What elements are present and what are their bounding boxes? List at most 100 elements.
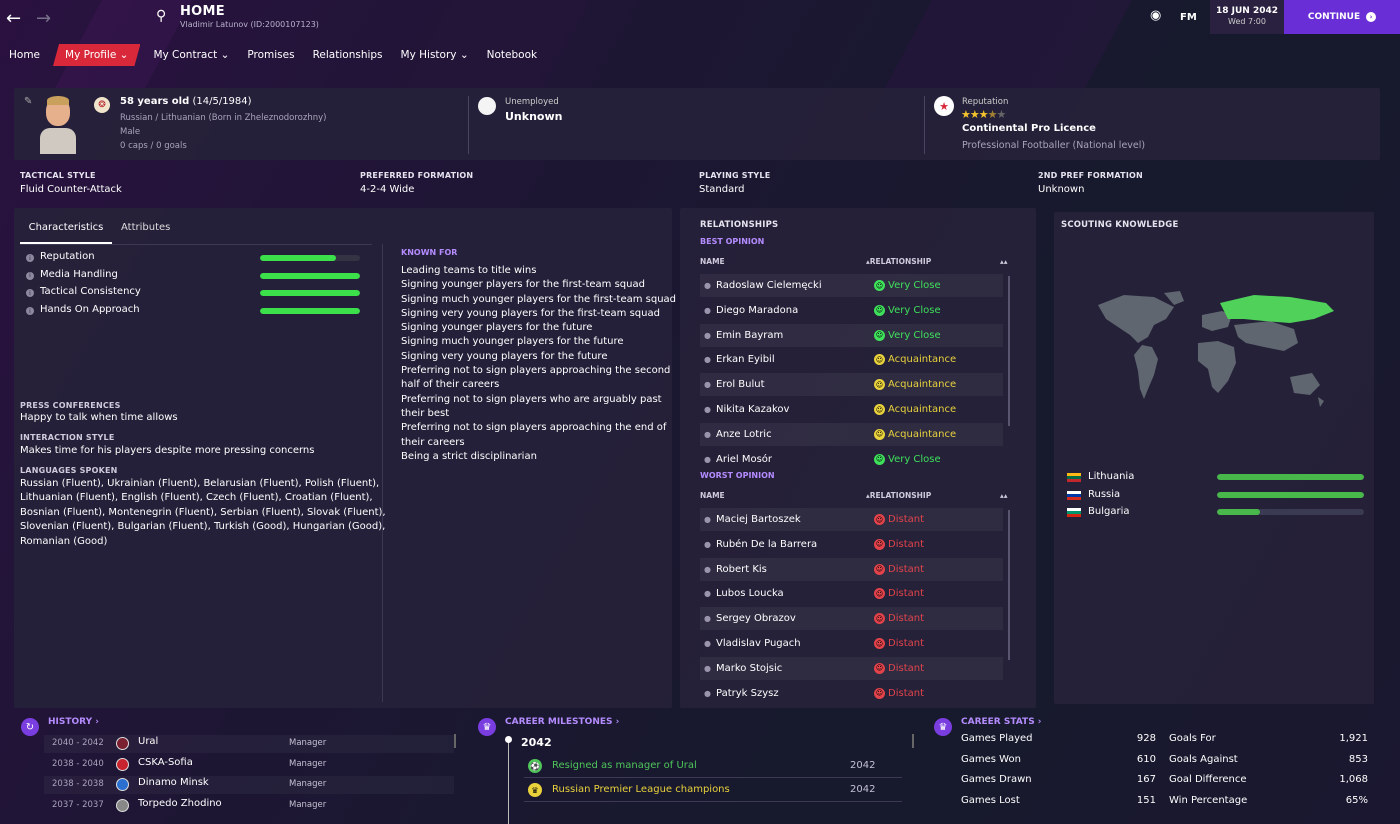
- relationship-face-icon: ☺: [874, 538, 885, 550]
- club-name: Dinamo Minsk: [138, 777, 209, 789]
- history-row[interactable]: 2038 - 2040 CSKA-Sofia Manager: [44, 756, 454, 774]
- person-icon: ●: [704, 589, 711, 599]
- sort-icon[interactable]: ▴▴: [1000, 491, 1008, 500]
- tab-promises[interactable]: Promises: [247, 49, 295, 61]
- info-icon[interactable]: i: [26, 307, 34, 316]
- tab-characteristics[interactable]: Characteristics: [20, 220, 112, 244]
- relationship-row[interactable]: ● Lubos Loucka ☺ Distant: [700, 582, 1003, 605]
- globe-icon[interactable]: ◉: [1150, 8, 1162, 23]
- relationship-row[interactable]: ● Erkan Eyibil ☺ Acquaintance: [700, 348, 1003, 371]
- info-icon[interactable]: i: [26, 289, 34, 298]
- tab-relationships[interactable]: Relationships: [312, 49, 383, 61]
- relationship-row[interactable]: ● Vladislav Pugach ☺ Distant: [700, 632, 1003, 655]
- stats-title[interactable]: CAREER STATS ›: [961, 717, 1042, 727]
- relationship-face-icon: ☺: [874, 638, 885, 649]
- relationship-row[interactable]: ● Ariel Mosór ☺ Very Close: [700, 448, 1003, 471]
- relationship-row[interactable]: ● Patryk Szysz ☺ Distant: [700, 682, 1003, 705]
- sort-icon[interactable]: ▴▴: [1000, 257, 1008, 266]
- relationship-label: Very Close: [888, 304, 941, 316]
- tab-attributes[interactable]: Attributes: [121, 222, 171, 233]
- relationship-status: ☺ Very Close: [874, 329, 941, 341]
- info-icon[interactable]: i: [26, 271, 34, 280]
- tab-my-profile[interactable]: My Profile ⌄: [53, 44, 140, 66]
- knowledge-bar: [1217, 474, 1364, 480]
- relationship-face-icon: ☺: [874, 588, 885, 600]
- tab-my-contract[interactable]: My Contract ⌄: [144, 44, 238, 66]
- reputation-label: Reputation: [962, 97, 1009, 107]
- info-icon[interactable]: i: [26, 254, 34, 262]
- history-row[interactable]: 2040 - 2042 Ural Manager: [44, 735, 454, 753]
- search-icon[interactable]: ⚲: [156, 8, 167, 24]
- back-arrow-icon[interactable]: ←: [6, 8, 22, 29]
- tab-label: My Profile: [65, 49, 117, 61]
- scrollbar[interactable]: [1008, 510, 1010, 660]
- world-map: [1098, 291, 1334, 407]
- milestone-row[interactable]: ⚽ Resigned as manager of Ural 2042: [524, 756, 902, 778]
- person-name: Patryk Szysz: [716, 687, 779, 699]
- relationship-row[interactable]: ● Sergey Obrazov ☺ Distant: [700, 607, 1003, 631]
- tab-home[interactable]: Home: [9, 49, 41, 61]
- club-badge-icon: [116, 799, 129, 813]
- col-name[interactable]: NAME: [700, 491, 725, 500]
- scrollbar[interactable]: [1008, 276, 1010, 426]
- person-name: Rubén De la Barrera: [716, 538, 818, 550]
- club-name: Ural: [138, 736, 159, 747]
- style-label: TACTICAL STYLE: [20, 171, 96, 180]
- characteristic-name: Media Handling: [40, 268, 118, 280]
- relationship-row[interactable]: ● Emin Bayram ☺ Very Close: [700, 323, 1003, 347]
- relationship-face-icon: ☺: [874, 662, 885, 674]
- known-for-item: Preferring not to sign players who are a…: [401, 393, 662, 405]
- continue-button[interactable]: CONTINUE ›: [1284, 0, 1400, 34]
- knowledge-bar-fill: [1217, 474, 1364, 480]
- known-for-item: Signing very young players for the first…: [401, 307, 660, 319]
- continue-label: CONTINUE: [1307, 12, 1361, 22]
- style-value: Unknown: [1038, 184, 1085, 195]
- known-for-item: Signing much younger players for the fut…: [401, 336, 624, 348]
- relationship-label: Distant: [888, 687, 924, 699]
- relationship-row[interactable]: ● Robert Kis ☺ Distant: [700, 557, 1003, 581]
- relationship-face-icon: ☺: [874, 687, 885, 699]
- milestones-title[interactable]: CAREER MILESTONES ›: [505, 717, 620, 727]
- characteristic-name: Reputation: [40, 251, 95, 262]
- forward-arrow-icon[interactable]: →: [36, 8, 52, 29]
- relationship-row[interactable]: ● Diego Maradona ☺ Very Close: [700, 299, 1003, 322]
- nav-tabs: Home My Profile ⌄ My Contract ⌄ Promises…: [0, 44, 546, 66]
- known-for-label: KNOWN FOR: [401, 248, 458, 257]
- relationship-row[interactable]: ● Rubén De la Barrera ☺ Distant: [700, 533, 1003, 556]
- col-relationship-label: RELATIONSHIP: [869, 257, 932, 266]
- south-america: [1134, 345, 1158, 399]
- relationship-row[interactable]: ● Anze Lotric ☺ Acquaintance: [700, 422, 1003, 446]
- nation-flag-icon: ❂: [94, 97, 110, 113]
- relationship-status: ☺ Distant: [874, 662, 924, 674]
- person-name: Vladislav Pugach: [716, 638, 801, 649]
- relationship-row[interactable]: ● Radoslaw Cielemęcki ☺ Very Close: [700, 274, 1003, 297]
- reputation-stars: ★★★★★: [961, 108, 1006, 121]
- relationship-status: ☺ Distant: [874, 613, 924, 625]
- relationship-row[interactable]: ● Nikita Kazakov ☺ Acquaintance: [700, 398, 1003, 421]
- tab-my-history[interactable]: My History ⌄: [392, 44, 478, 66]
- person-icon: ●: [704, 515, 711, 524]
- milestone-row[interactable]: ♛ Russian Premier League champions 2042: [524, 780, 902, 802]
- relationship-row[interactable]: ● Marko Stojsic ☺ Distant: [700, 656, 1003, 680]
- language-line: Slovenian (Fluent), Bulgarian (Fluent), …: [20, 521, 386, 533]
- scrollbar[interactable]: [912, 734, 914, 748]
- edit-icon[interactable]: ✎: [24, 96, 33, 107]
- club-name: Torpedo Zhodino: [138, 798, 222, 810]
- scrollbar[interactable]: [454, 734, 456, 748]
- characteristic-bar-fill: [260, 255, 336, 261]
- col-relationship[interactable]: ▴RELATIONSHIP: [866, 491, 932, 500]
- history-title[interactable]: HISTORY ›: [48, 717, 99, 727]
- col-relationship[interactable]: ▴RELATIONSHIP: [866, 257, 932, 266]
- fm-logo[interactable]: FM: [1180, 12, 1197, 23]
- best-opinion-label: BEST OPINION: [700, 237, 765, 246]
- person-icon: ●: [704, 330, 711, 340]
- history-row[interactable]: 2037 - 2037 Torpedo Zhodino Manager: [44, 797, 454, 815]
- col-name[interactable]: NAME: [700, 257, 725, 266]
- tab-notebook[interactable]: Notebook: [486, 49, 538, 61]
- characteristic-bar-fill: [260, 272, 360, 279]
- relationship-row[interactable]: ● Maciej Bartoszek ☺ Distant: [700, 508, 1003, 531]
- history-row[interactable]: 2038 - 2038 Dinamo Minsk Manager: [44, 776, 454, 795]
- relationship-row[interactable]: ● Erol Bulut ☺ Acquaintance: [700, 373, 1003, 397]
- date-display[interactable]: 18 JUN 2042 Wed 7:00: [1210, 0, 1284, 34]
- milestone-year: 2042: [850, 784, 876, 795]
